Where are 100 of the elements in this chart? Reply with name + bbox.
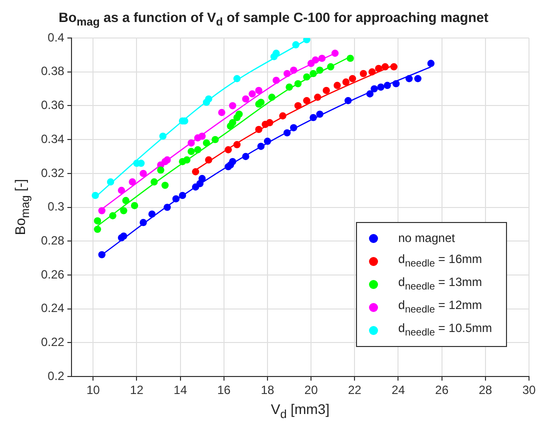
point xyxy=(286,83,293,91)
y-tick-label: 0.22 xyxy=(40,335,65,350)
point xyxy=(229,158,236,166)
point xyxy=(318,54,326,62)
point xyxy=(188,139,195,147)
x-tick-label: 10 xyxy=(86,383,100,398)
y-tick-label: 0.36 xyxy=(40,98,65,112)
point xyxy=(303,97,310,104)
x-tick-label: 14 xyxy=(174,383,188,398)
point xyxy=(334,82,341,90)
point xyxy=(192,168,200,176)
point xyxy=(266,119,274,126)
y-tick-label: 0.28 xyxy=(40,233,65,248)
x-tick-label: 24 xyxy=(392,383,406,398)
point xyxy=(120,232,128,240)
point xyxy=(377,83,384,91)
x-axis-title: V$_{d}$ [mm3] xyxy=(270,400,330,420)
point xyxy=(346,54,354,62)
point xyxy=(284,70,291,78)
point xyxy=(236,110,243,118)
point xyxy=(159,132,166,140)
point xyxy=(360,70,367,78)
point xyxy=(384,82,391,90)
point xyxy=(224,146,232,154)
point xyxy=(268,94,276,101)
point xyxy=(98,207,106,214)
point xyxy=(316,110,324,118)
legend-label: d$_{needle}$ = 10.5mm xyxy=(398,321,492,339)
point xyxy=(382,63,389,70)
x-tick-label: 20 xyxy=(304,383,318,398)
x-tick-label: 12 xyxy=(130,383,144,398)
point xyxy=(314,94,322,101)
point xyxy=(164,156,171,164)
point xyxy=(106,178,114,186)
point xyxy=(140,170,147,178)
point xyxy=(257,98,265,106)
point xyxy=(303,38,310,44)
x-tick-label: 28 xyxy=(478,383,492,398)
x-tick-label: 18 xyxy=(260,383,274,398)
point xyxy=(322,86,330,94)
point xyxy=(233,141,241,148)
point xyxy=(218,108,226,116)
point xyxy=(205,156,212,164)
point xyxy=(188,148,195,156)
point xyxy=(229,119,236,126)
y-tick-label: 0.3 xyxy=(48,200,65,214)
point xyxy=(327,63,334,70)
point xyxy=(194,146,202,154)
y-tick-label: 0.2 xyxy=(48,368,65,383)
point xyxy=(342,78,350,86)
point xyxy=(98,251,106,258)
point xyxy=(255,126,262,134)
point xyxy=(122,196,130,204)
point xyxy=(172,195,180,202)
legend-label: no magnet xyxy=(398,231,455,246)
legend-label: d$_{needle}$ = 13mm xyxy=(398,275,482,293)
point xyxy=(183,156,190,164)
point xyxy=(370,85,378,92)
point xyxy=(255,86,262,94)
y-tick-label: 0.4 xyxy=(48,30,65,44)
chart-title: Bo$_{mag}$ as a function of V$_{d}$ of sample C-100 for approaching magnet xyxy=(58,10,490,29)
point xyxy=(290,66,298,74)
point xyxy=(310,70,317,78)
point xyxy=(310,114,317,122)
point xyxy=(202,139,210,147)
point xyxy=(109,212,116,220)
y-tick-label: 0.38 xyxy=(40,64,65,78)
point xyxy=(130,202,138,210)
point xyxy=(161,182,169,189)
point xyxy=(272,50,280,57)
point xyxy=(148,210,156,218)
point xyxy=(128,178,136,186)
point xyxy=(331,50,339,57)
point xyxy=(303,73,310,81)
point xyxy=(294,80,302,88)
point xyxy=(264,138,272,145)
point xyxy=(242,95,250,103)
point xyxy=(294,102,302,110)
point xyxy=(427,60,435,67)
point xyxy=(248,90,256,98)
point xyxy=(164,204,171,211)
point xyxy=(140,218,147,226)
point xyxy=(150,178,158,186)
x-tick-label: 30 xyxy=(522,383,536,398)
point xyxy=(257,142,265,150)
point xyxy=(292,41,300,48)
point xyxy=(344,97,352,104)
point xyxy=(390,63,398,70)
point xyxy=(348,75,356,82)
point xyxy=(198,174,206,182)
point xyxy=(205,95,212,103)
point xyxy=(94,226,102,233)
point xyxy=(94,217,102,224)
point xyxy=(312,56,320,64)
point xyxy=(406,75,413,82)
point xyxy=(178,192,186,200)
legend-label: d$_{needle}$ = 16mm xyxy=(398,252,482,270)
point xyxy=(414,75,422,82)
point xyxy=(233,75,241,82)
point xyxy=(272,76,280,84)
